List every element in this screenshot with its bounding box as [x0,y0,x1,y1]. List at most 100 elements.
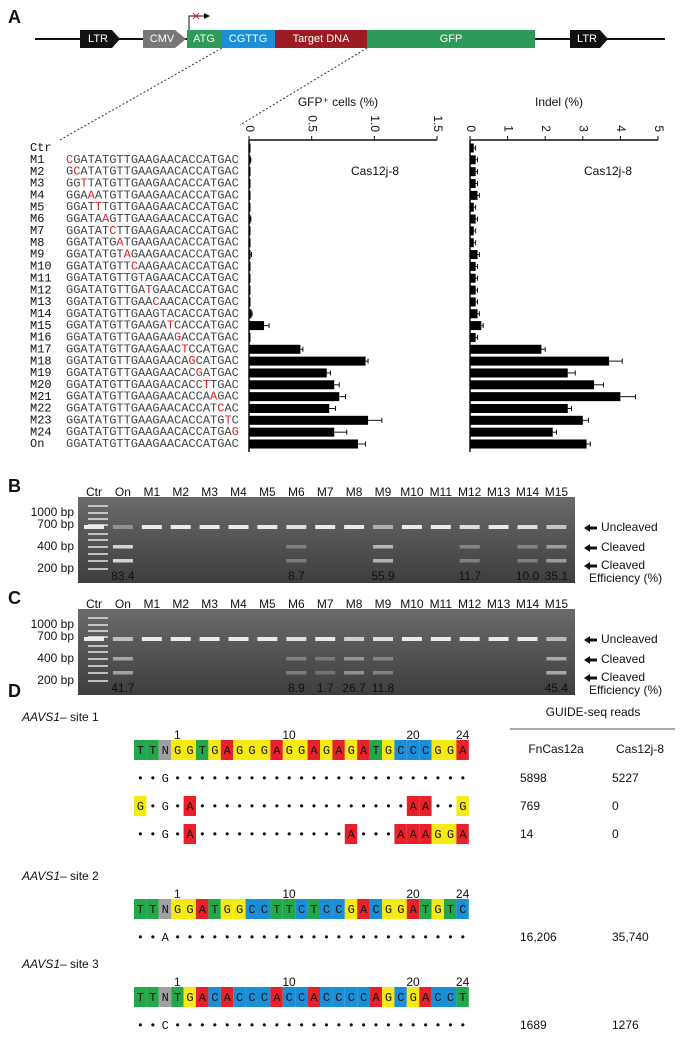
bar [249,261,251,271]
band-uncleaved [430,525,451,529]
band-cleaved [315,657,336,661]
efficiency-value: 1.7 [317,681,334,695]
band-arrow [584,656,597,664]
base-box [282,987,296,1007]
band-label: Uncleaved [601,520,658,534]
bar [249,167,251,177]
row-label: On [30,437,44,451]
sequence-part: T [167,319,174,333]
efficiency-value: 26.7 [342,681,366,695]
sequence-part: A [116,236,124,250]
sequence-part: GATATGTTGAAGAACACCATGAC [73,153,239,167]
sequence-part: AC [224,402,238,416]
sequence-part: T [138,271,145,285]
base-box [357,899,370,919]
marker-label: 700 bp [37,629,74,643]
sequence: GGATATGTTGAAGAACACCAAGAC [66,390,239,404]
lane-label: M8 [346,597,363,611]
band-uncleaved [401,525,422,529]
base-box [382,899,395,919]
band-uncleaved [257,525,278,529]
position-number: 10 [282,887,296,901]
sequence-part: CCATGAC [188,342,238,356]
sequence-part: A [102,212,110,226]
sequence: GGTTATGTTGAAGAACACCATGAC [66,177,239,191]
base-box [196,740,209,760]
base-box [357,740,370,760]
read-count: 5227 [612,771,639,785]
lane-label: M6 [288,597,305,611]
base-box [208,899,221,919]
bar [470,155,476,165]
read-count: 1276 [612,1018,639,1032]
position-number: 24 [456,975,470,989]
base-box [320,899,333,919]
band-uncleaved [344,525,365,529]
position-number: 20 [406,728,420,742]
sequence-part: GGATATGTTGAAGAACACC [66,378,203,392]
band-cleaved [373,657,393,661]
base-box [456,899,469,919]
bar [249,415,369,425]
base-box [282,740,296,760]
bar [470,297,476,307]
bar [249,321,265,331]
mismatch-box [456,824,469,844]
base-box [158,899,172,919]
sequence-part: GGATATGTTG [66,271,138,285]
bar [470,332,476,342]
bar [249,344,301,354]
position-number: 20 [406,887,420,901]
sequence-part: C [217,402,224,416]
base-box [394,740,407,760]
ladder-band [88,624,108,626]
bar [470,179,476,189]
band-label: Cleaved [601,558,645,572]
ladder-band [88,680,108,682]
sequence-part: GGATA [66,212,103,226]
base-sequence: TTNGGATGGCCTTCTCCGACGGATGTC [137,903,472,917]
lane-label: M14 [516,597,540,611]
lane-label: M7 [317,485,334,499]
band-label: Cleaved [601,652,645,666]
base-box [307,740,320,760]
position-number: 10 [282,728,296,742]
efficiency-value: 8.7 [288,569,305,583]
read-count: 16,206 [520,930,557,944]
stop-cross [192,12,200,20]
base-box [233,899,246,919]
base-box [134,740,147,760]
ltr-box [570,30,608,48]
sequence: GCATATGTTGAAGAACACCATGAC [66,165,239,179]
base-box [444,899,457,919]
lane-label: On [115,485,131,499]
row-label: M12 [30,283,52,297]
sequence-part: GGAT [66,200,95,214]
base-box [134,899,147,919]
base-box [183,987,196,1007]
lane-label: M2 [172,597,189,611]
lane-label: M15 [545,485,569,499]
sequence: GGATATGTTGAAGAACACCTTGAC [66,378,239,392]
base-sequence: ••A•••••••••••••••••••••••• [137,931,472,945]
ladder-band [88,512,108,514]
chart-title: Cas12j-8 [351,164,399,178]
band-cleaved [546,545,567,549]
ladder-band [88,617,108,619]
sequence-part: G [174,331,181,345]
bar [249,285,251,295]
sequence-part: GGATATGTTGAAGAA [66,331,175,345]
lane-label: M10 [400,597,424,611]
marker-label: 200 bp [37,561,74,575]
row-label: M20 [30,378,52,392]
construct-label: Target DNA [293,33,351,45]
bar [249,403,330,413]
band-cleaved [315,671,336,675]
base-box [419,899,432,919]
sequence-part: GGATATGTTGAAGAACAC [66,366,196,380]
sequence: GGATATGTTGAACAACACCATGAC [66,295,239,309]
marker-label: 400 bp [37,651,74,665]
mismatch-box [406,824,420,844]
x-tick-label: 0 [243,125,257,132]
